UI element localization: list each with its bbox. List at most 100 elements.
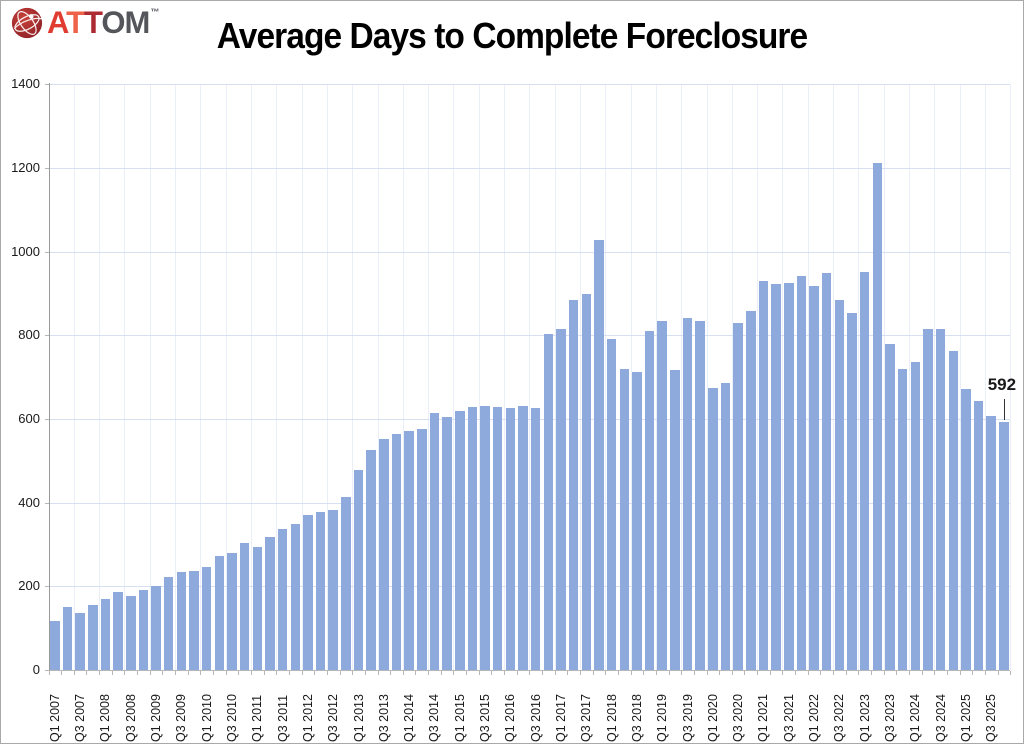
x-axis-tick [250,671,252,675]
x-axis-tick [921,671,923,675]
bar [126,595,136,670]
x-axis-tick [655,671,657,675]
vertical-gridline [200,84,202,670]
x-axis-tick [833,671,835,675]
bar [100,598,111,670]
vertical-gridline [402,84,404,670]
bar [746,311,756,670]
x-axis-tick [402,671,404,675]
y-axis-tick [44,251,49,253]
x-axis-tick [984,671,986,675]
x-axis-tick-label: Q3 2014 [427,694,442,742]
x-axis-tick [592,671,594,675]
x-axis-tick [845,671,847,675]
x-axis-tick [86,671,88,675]
bar [682,318,693,670]
x-axis-tick-label: Q3 2023 [882,694,897,742]
x-axis-tick [769,671,771,675]
vertical-gridline [504,84,506,670]
vertical-gridline [731,84,733,670]
bar [50,621,60,670]
x-axis-tick-label: Q1 2009 [149,694,164,742]
bar [644,330,655,670]
x-axis-tick [276,671,278,675]
trademark-symbol: ™ [150,6,159,17]
x-axis-tick-label: Q3 2009 [174,694,189,742]
x-axis-tick [187,671,189,675]
bar [505,408,516,670]
x-axis-tick-label: Q3 2021 [781,694,796,742]
bar [809,286,819,670]
vertical-gridline [377,84,379,670]
vertical-gridline [908,84,910,670]
x-axis-tick [137,671,139,675]
bar [176,572,187,670]
x-axis-tick [175,671,177,675]
x-axis-tick [617,671,619,675]
vertical-gridline [807,84,809,670]
bar [88,605,98,670]
bar [290,524,301,670]
bar [201,567,212,670]
y-axis-tick-label: 400 [18,494,40,510]
bar [467,406,478,670]
y-axis-tick-label: 1200 [11,159,40,175]
x-axis-tick [972,671,974,675]
vertical-gridline [959,84,961,670]
x-axis-tick-label: Q1 2022 [807,694,822,742]
bar [670,370,680,670]
bar [923,328,933,670]
vertical-gridline [706,84,708,670]
bar [62,606,73,670]
bar [821,273,832,670]
vertical-gridline [99,84,101,670]
vertical-gridline [883,84,885,670]
bar [999,422,1009,670]
y-axis-tick-label: 1000 [11,243,40,259]
x-axis-tick [567,671,569,675]
x-axis-tick [301,671,303,675]
x-axis-tick [668,671,670,675]
x-axis-tick-label: Q3 2022 [832,694,847,742]
x-axis-tick [504,671,506,675]
x-axis-tick [795,671,797,675]
x-axis-tick-label: Q3 2015 [478,694,493,742]
bar [784,283,794,670]
y-axis [48,83,50,674]
x-axis-tick [364,671,366,675]
bar [455,410,465,670]
x-axis-tick [871,671,872,675]
bar [404,430,414,670]
x-axis-tick-label: Q1 2020 [705,694,720,742]
x-axis-tick [579,671,581,675]
vertical-gridline [833,84,835,670]
bar [986,415,996,670]
horizontal-gridline [48,418,1011,420]
x-axis-tick-label: Q3 2019 [680,694,695,742]
x-axis-tick-label: Q1 2011 [250,694,265,742]
vertical-gridline [655,84,657,670]
bar [239,543,250,670]
x-axis-tick [149,671,151,675]
y-axis-tick-label: 0 [32,662,40,677]
bar [265,536,275,670]
vertical-gridline [984,84,986,670]
bar [315,511,326,670]
vertical-gridline [579,84,581,670]
x-axis-tick [440,671,442,675]
bar [75,613,85,670]
logo-letter: M [124,4,151,41]
horizontal-gridline [48,586,1011,588]
x-axis-tick [908,671,910,675]
x-axis-tick-label: Q1 2023 [857,694,872,742]
x-axis-tick-label: Q3 2017 [579,694,594,742]
vertical-gridline [478,84,480,670]
y-axis-tick-label: 800 [18,327,40,343]
x-axis-tick-label: Q3 2011 [275,694,290,742]
bar [796,276,807,670]
x-axis-tick [820,671,822,675]
x-axis-tick [934,671,936,675]
x-axis-tick-label: Q3 2020 [731,694,746,742]
vertical-gridline [554,84,556,670]
